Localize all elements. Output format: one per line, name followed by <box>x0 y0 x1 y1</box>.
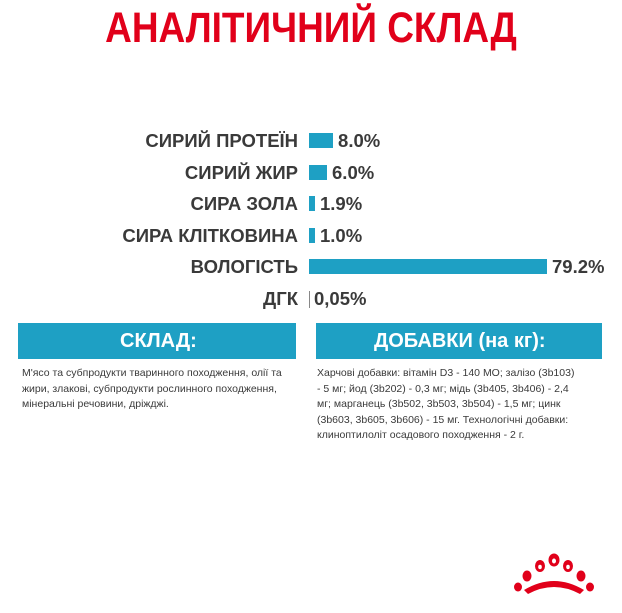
crown-icon <box>514 553 594 594</box>
value-label: 79.2% <box>552 256 605 277</box>
chart-row: ВОЛОГІСТЬ 79.2% <box>0 254 622 280</box>
value-label: 8.0% <box>338 130 381 151</box>
category-label: СИРИЙ ЖИР <box>184 161 298 183</box>
value-bar <box>309 227 315 243</box>
value-bar <box>309 259 547 274</box>
value-bar <box>309 164 328 180</box>
chart-row: ДГК 0,05% <box>0 286 622 312</box>
value-label: 1.0% <box>320 224 363 246</box>
value-label: 6.0% <box>332 161 375 183</box>
value-bar <box>309 133 334 148</box>
composition-text: М'ясо та субпродукти тваринного походжен… <box>22 367 282 410</box>
chart-row: СИРИЙ ПРОТЕЇН 8.0% <box>0 128 622 154</box>
category-label: ДГК <box>263 287 298 309</box>
composition-header-box <box>18 323 296 359</box>
value-label: 0,05% <box>314 287 367 309</box>
additives-text: Харчові добавки: вітамін D3 - 140 МО; за… <box>317 367 575 441</box>
chart-row: СИРИЙ ЖИР 6.0% <box>0 160 622 186</box>
page-title: АНАЛІТИЧНИЙ СКЛАД <box>105 4 517 52</box>
value-bar <box>309 196 315 211</box>
value-bar <box>309 290 310 308</box>
category-label: ВОЛОГІСТЬ <box>190 256 298 277</box>
value-label: 1.9% <box>320 193 363 214</box>
composition-heading: СКЛАД: <box>120 330 197 352</box>
category-label: СИРА ЗОЛА <box>190 193 299 214</box>
category-label: СИРИЙ ПРОТЕЇН <box>145 130 298 151</box>
category-label: СИРА КЛІТКОВИНА <box>122 224 298 246</box>
additives-heading: ДОБАВКИ (на кг): <box>374 330 546 352</box>
chart-row: СИРА ЗОЛА 1.9% <box>0 191 622 217</box>
chart-row: СИРА КЛІТКОВИНА 1.0% <box>0 223 622 249</box>
additives-header-box <box>316 323 602 359</box>
